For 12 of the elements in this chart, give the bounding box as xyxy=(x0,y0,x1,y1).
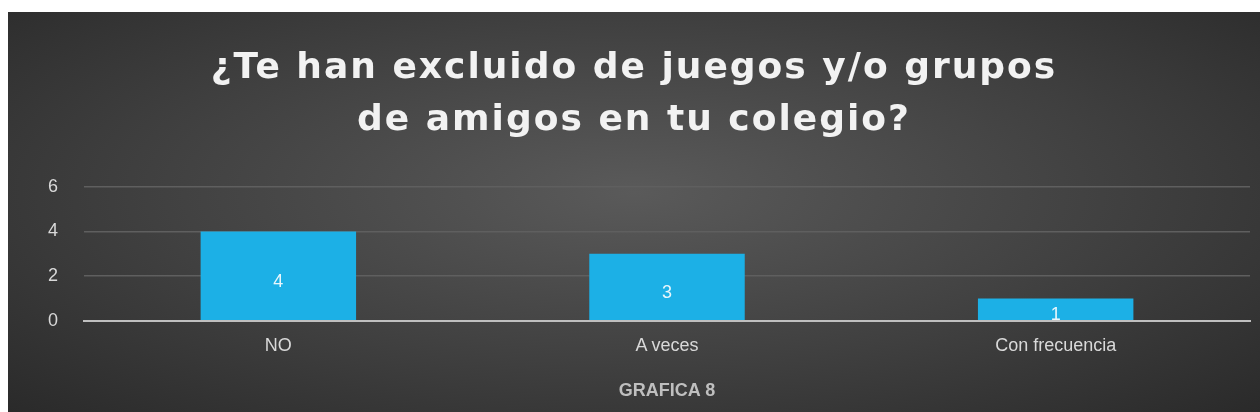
x-axis-title: GRAFICA 8 xyxy=(618,380,716,401)
x-tick-label: NO xyxy=(264,334,292,355)
y-tick-label: 0 xyxy=(48,309,59,330)
data-label: 1 xyxy=(1050,304,1061,325)
x-tick-label: Con frecuencia xyxy=(995,334,1118,355)
x-tick-label: A veces xyxy=(635,334,699,355)
y-tick-label: 2 xyxy=(48,265,59,286)
data-label: 3 xyxy=(662,281,673,302)
y-tick-label: 6 xyxy=(48,175,59,196)
y-tick-label: 4 xyxy=(48,220,59,241)
data-label: 4 xyxy=(273,270,284,291)
chart-title: ¿Te han excluido de juegos y/o grupos de amigos en tu colegio? xyxy=(209,44,1059,140)
